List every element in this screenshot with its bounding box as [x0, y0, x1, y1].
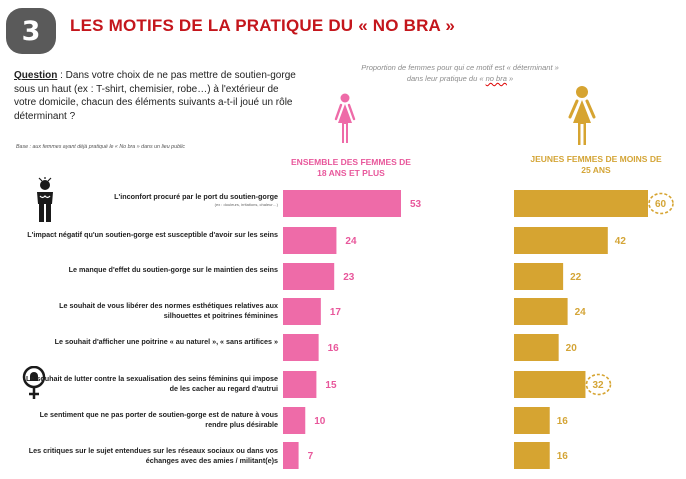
row-label-text: Le souhait de lutter contre la sexualisa…: [25, 374, 278, 393]
group-label-young-women: JEUNES FEMMES DE MOINS DE 25 ANS: [530, 154, 662, 175]
value-label-all-women: 7: [308, 451, 314, 462]
row-label: Le manque d'effet du soutien-gorge sur l…: [20, 265, 278, 275]
value-label-young-women: 16: [557, 451, 569, 462]
row-label-text: Le souhait d'afficher une poitrine « au …: [54, 337, 278, 346]
bra-person-icon: [37, 177, 53, 222]
value-label-young-women: 20: [566, 343, 578, 354]
row-label-text: L'inconfort procuré par le port du souti…: [114, 192, 278, 201]
bar-all-women: [283, 190, 401, 217]
row-label: Le sentiment que ne pas porter de soutie…: [20, 410, 278, 430]
bar-all-women: [283, 371, 317, 398]
proportion-note-line1: Proportion de femmes pour qui ce motif e…: [361, 63, 559, 72]
row-label-text: Le sentiment que ne pas porter de soutie…: [39, 410, 278, 429]
row-label-text: Le souhait de vous libérer des normes es…: [59, 301, 278, 320]
value-label-young-women: 42: [615, 236, 627, 247]
bar-young-women: [514, 407, 550, 434]
bar-young-women: [514, 190, 648, 217]
proportion-note: Proportion de femmes pour qui ce motif e…: [310, 62, 610, 84]
page-title: LES MOTIFS DE LA PRATIQUE DU « NO BRA »: [70, 16, 455, 35]
row-sublabel: (ex : douleurs, irritations, chaleur…): [214, 202, 278, 207]
proportion-note-suffix: »: [506, 74, 514, 83]
bar-all-women: [283, 442, 299, 469]
value-label-young-women: 22: [570, 272, 582, 283]
value-label-young-women: 32: [592, 380, 604, 391]
row-label: L'inconfort procuré par le port du souti…: [20, 192, 278, 208]
bar-all-women: [283, 407, 306, 434]
survey-base-note: Base : aux femmes ayant déjà pratiqué le…: [16, 144, 186, 150]
question-text: : Dans votre choix de ne pas mettre de s…: [14, 70, 296, 122]
woman-gold-icon: [568, 86, 596, 145]
value-label-all-women: 10: [314, 416, 326, 427]
proportion-note-nobra: no bra: [485, 74, 507, 83]
bar-all-women: [283, 227, 337, 254]
row-label: Le souhait d'afficher une poitrine « au …: [20, 337, 278, 347]
value-label-all-women: 17: [330, 307, 342, 318]
highlight-circle: [648, 192, 674, 215]
value-label-young-women: 60: [655, 199, 667, 210]
value-label-all-women: 16: [328, 343, 340, 354]
highlight-circle: [585, 373, 612, 396]
bar-young-women: [514, 298, 568, 325]
question-label: Question: [14, 70, 58, 81]
bar-all-women: [283, 298, 321, 325]
row-label-text: Le manque d'effet du soutien-gorge sur l…: [68, 265, 278, 274]
row-label: Le souhait de vous libérer des normes es…: [20, 301, 278, 321]
proportion-note-prefix: dans leur pratique du «: [406, 74, 486, 83]
value-label-all-women: 24: [345, 236, 357, 247]
row-label: Les critiques sur le sujet entendues sur…: [20, 446, 278, 466]
bar-young-women: [514, 334, 559, 361]
group-label-all-women: ENSEMBLE DES FEMMES DE 18 ANS ET PLUS: [291, 157, 411, 178]
bar-all-women: [283, 263, 335, 290]
bar-young-women: [514, 227, 608, 254]
value-label-young-women: 24: [575, 307, 587, 318]
bar-young-women: [514, 263, 564, 290]
row-label-text: Les critiques sur le sujet entendues sur…: [28, 446, 278, 465]
row-label: L'impact négatif qu'un soutien-gorge est…: [20, 230, 278, 240]
value-label-all-women: 15: [325, 380, 337, 391]
bar-young-women: [514, 371, 586, 398]
woman-pink-icon: [334, 93, 356, 143]
bar-all-women: [283, 334, 319, 361]
row-label: Le souhait de lutter contre la sexualisa…: [20, 374, 278, 394]
value-label-all-women: 53: [410, 199, 422, 210]
female-symbol-icon: [22, 366, 46, 399]
row-label-text: L'impact négatif qu'un soutien-gorge est…: [27, 230, 278, 239]
section-number-badge: 3: [6, 8, 56, 54]
survey-question: Question : Dans votre choix de ne pas me…: [14, 69, 299, 123]
value-label-young-women: 16: [557, 416, 569, 427]
value-label-all-women: 23: [343, 272, 355, 283]
bar-young-women: [514, 442, 550, 469]
